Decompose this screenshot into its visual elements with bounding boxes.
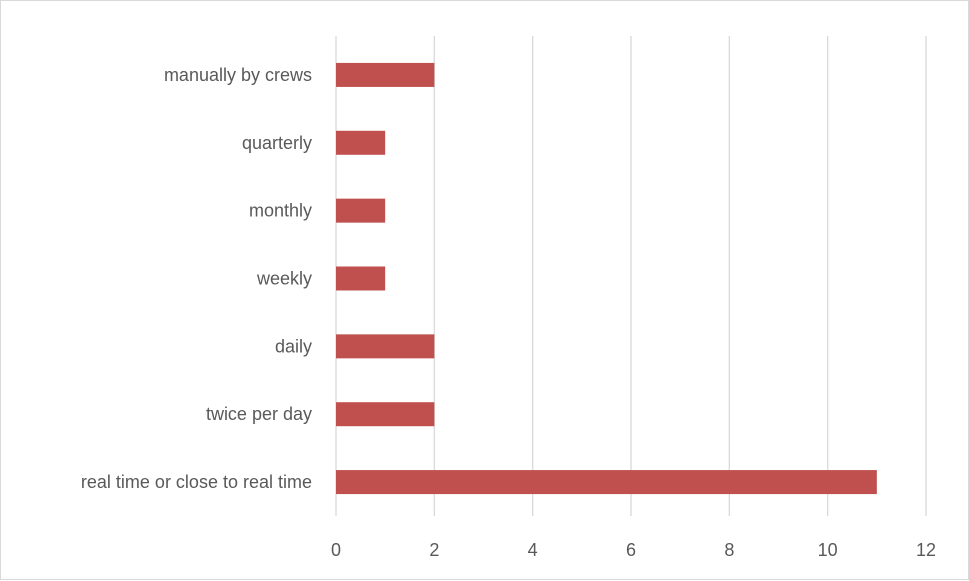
bar <box>336 266 386 291</box>
bar <box>336 470 877 495</box>
x-tick-label: 2 <box>429 540 439 560</box>
x-tick-label: 6 <box>626 540 636 560</box>
bar <box>336 198 386 223</box>
category-label: monthly <box>249 201 312 221</box>
category-label: daily <box>275 336 312 356</box>
bar <box>336 402 435 427</box>
x-tick-label: 10 <box>818 540 838 560</box>
category-label: weekly <box>256 269 312 289</box>
gridlines <box>335 36 927 516</box>
bar <box>336 334 435 359</box>
category-labels: real time or close to real time twice per… <box>81 65 312 492</box>
category-label: quarterly <box>242 133 312 153</box>
x-tick-label: 0 <box>331 540 341 560</box>
category-label: manually by crews <box>164 65 312 85</box>
category-label: real time or close to real time <box>81 472 312 492</box>
x-tick-labels: 0 2 4 6 8 10 12 <box>331 540 936 560</box>
category-label: twice per day <box>206 404 312 424</box>
bar <box>336 130 386 155</box>
bars <box>336 62 877 495</box>
x-tick-label: 8 <box>724 540 734 560</box>
bar <box>336 62 435 87</box>
x-tick-label: 4 <box>528 540 538 560</box>
x-tick-label: 12 <box>916 540 936 560</box>
